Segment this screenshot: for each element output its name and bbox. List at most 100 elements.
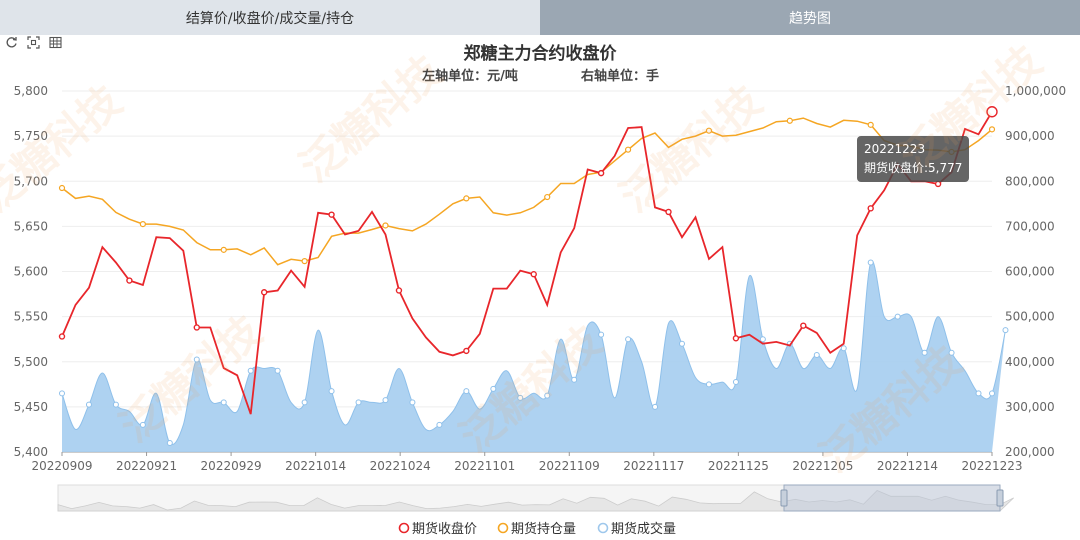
left-axis-unit: 左轴单位：元/吨 (422, 68, 518, 84)
volume-point (409, 399, 416, 406)
volume-point (759, 336, 766, 343)
x-tick-label: 20220909 (31, 459, 92, 473)
volume-point (598, 331, 605, 338)
legend-item[interactable]: 期货收盘价 (398, 521, 478, 537)
open-interest-point (544, 193, 551, 201)
x-tick-label: 20221205 (792, 459, 853, 473)
volume-point (1002, 327, 1009, 334)
volume-point (490, 385, 497, 392)
volume-point (112, 401, 119, 408)
y-left-tick-label: 5,600 (14, 265, 48, 279)
volume-point (813, 351, 820, 358)
y-left-tick-label: 5,450 (14, 400, 48, 414)
volume-point (571, 376, 578, 383)
volume-point (625, 336, 632, 343)
tooltip-date: 20221223 (864, 142, 925, 156)
open-interest-point (139, 221, 146, 228)
chart-title: 郑糖主力合约收盘价 (464, 43, 618, 64)
y-right-tick-label: 200,000 (1005, 445, 1055, 459)
volume-point (948, 349, 955, 356)
volume-point (301, 399, 308, 406)
tooltip: 20221223 期货收盘价:5,777 (857, 136, 969, 182)
close-price-point (530, 271, 537, 278)
y-right-tick-label: 400,000 (1005, 355, 1055, 369)
legend-label: 期货收盘价 (412, 521, 477, 537)
legend-item[interactable]: 期货成交量 (597, 521, 677, 537)
volume-point (328, 388, 335, 395)
volume-point (544, 392, 551, 399)
volume-point (840, 345, 847, 352)
close-price-point (126, 277, 133, 284)
y-left-tick-label: 5,550 (14, 310, 48, 324)
volume-point (989, 390, 995, 397)
close-price-point (800, 322, 807, 329)
x-tick-label: 20221101 (454, 459, 515, 473)
x-tick-label: 20220921 (116, 459, 177, 473)
close-price-point (463, 347, 470, 355)
data-zoom-slider (57, 484, 1014, 512)
volume-point (247, 367, 254, 374)
volume-point (894, 313, 901, 320)
close-price-point (328, 211, 335, 218)
x-tick-label: 20221214 (877, 459, 938, 473)
open-interest-point (988, 126, 996, 133)
open-interest-point (705, 127, 713, 134)
volume-area (62, 260, 1006, 452)
close-price-point (934, 180, 942, 188)
open-interest-point (382, 222, 389, 229)
volume-point (166, 439, 173, 446)
y-left-tick-label: 5,500 (14, 355, 48, 369)
tab-price-volume-oi[interactable]: 结算价/收盘价/成交量/持仓 (0, 0, 540, 35)
data-zoom-handle[interactable] (780, 489, 788, 507)
tooltip-value: 期货收盘价:5,777 (864, 160, 962, 175)
open-interest-point (463, 195, 470, 202)
y-right-tick-label: 800,000 (1005, 174, 1055, 188)
volume-point (220, 399, 227, 406)
y-right-tick-label: 500,000 (1005, 310, 1055, 324)
tab-trend-chart[interactable]: 趋势图 (540, 0, 1080, 35)
volume-point (705, 381, 712, 388)
watermark-text: 泛糖科技 (611, 76, 771, 222)
volume-point (436, 421, 443, 428)
data-zoom-handle[interactable] (996, 489, 1004, 507)
refresh-icon[interactable] (4, 35, 18, 49)
volume-point (382, 397, 389, 404)
close-price-point (193, 324, 200, 331)
close-price-point (395, 287, 403, 294)
volume-point (732, 379, 739, 386)
volume-point (652, 403, 659, 410)
y-right-tick-label: 600,000 (1005, 265, 1055, 279)
y-left-tick-label: 5,650 (14, 219, 48, 233)
open-interest-point (786, 117, 793, 124)
y-left-tick-label: 5,400 (14, 445, 48, 459)
x-tick-label: 20221125 (708, 459, 769, 473)
data-zoom-preview (57, 490, 1014, 512)
x-tick-label: 20221014 (285, 459, 346, 473)
y-right-tick-label: 900,000 (1005, 129, 1055, 143)
data-view-icon[interactable] (48, 35, 62, 49)
open-interest-line (61, 117, 993, 266)
close-price-point (665, 208, 672, 216)
x-tick-label: 20221117 (623, 459, 684, 473)
data-zoom-window[interactable] (783, 484, 1001, 512)
volume-point (975, 390, 982, 397)
open-interest-point (867, 121, 874, 128)
x-tick-label: 20221024 (370, 459, 431, 473)
legend: 期货收盘价 期货持仓量 期货成交量 (398, 521, 677, 537)
watermark-text: 泛糖科技 (291, 46, 451, 192)
tooltip-box (857, 136, 969, 182)
y-right-tick-label: 700,000 (1005, 219, 1055, 233)
volume-point (921, 349, 928, 356)
legend-item[interactable]: 期货持仓量 (497, 521, 577, 537)
y-left-tick-label: 5,800 (14, 84, 48, 98)
zoom-restore-icon[interactable] (26, 35, 40, 49)
open-interest-point (301, 258, 308, 265)
close-price-point (597, 169, 605, 177)
close-price-point (867, 205, 874, 212)
tab-bar: 结算价/收盘价/成交量/持仓 趋势图 (0, 0, 1080, 35)
right-axis-unit: 右轴单位：手 (580, 68, 659, 84)
volume-point (463, 388, 470, 395)
open-interest-point (624, 146, 632, 153)
watermark-text: 泛糖科技 (891, 36, 1051, 182)
close-price-point (986, 106, 998, 118)
